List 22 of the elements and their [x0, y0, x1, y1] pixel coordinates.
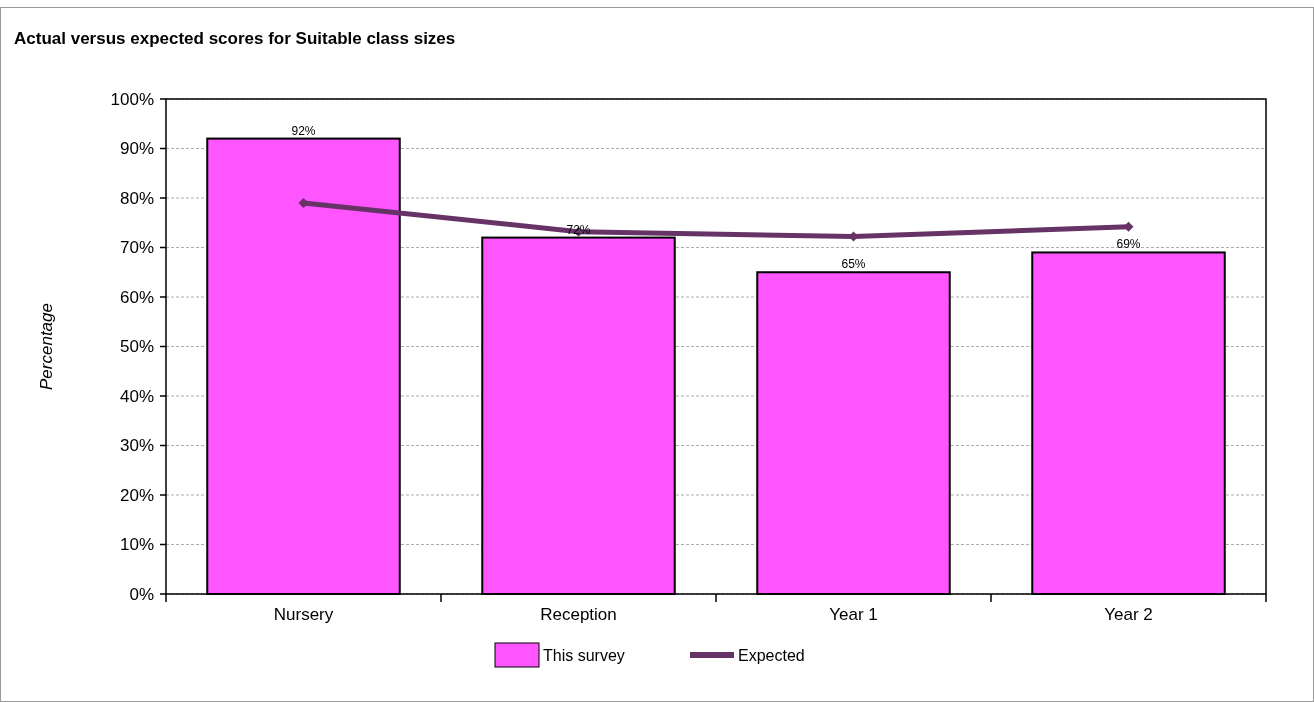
y-tick-label: 10% — [119, 535, 154, 555]
data-label: 69% — [1116, 237, 1141, 252]
legend-label: Expected — [738, 646, 805, 664]
y-tick-label: 0% — [129, 584, 154, 604]
data-label: 92% — [291, 123, 316, 138]
data-label: 65% — [841, 257, 866, 272]
y-axis-title: Percentage — [37, 303, 56, 390]
y-tick-label: 60% — [119, 287, 154, 307]
x-tick-label: Nursery — [273, 605, 334, 624]
x-tick-label: Year 2 — [1104, 605, 1153, 624]
chart-title: Actual versus expected scores for Suitable class sizes — [14, 29, 456, 48]
x-tick-label: Year 1 — [829, 605, 878, 624]
y-tick-label: 80% — [119, 188, 154, 208]
y-tick-label: 40% — [119, 386, 154, 406]
y-tick-label: 30% — [119, 436, 154, 456]
y-tick-label: 50% — [119, 337, 154, 357]
y-tick-label: 90% — [119, 139, 154, 159]
y-tick-label: 100% — [110, 89, 154, 109]
y-tick-label: 20% — [119, 485, 154, 505]
legend-label: This survey — [543, 646, 625, 664]
y-tick-label: 70% — [119, 238, 154, 258]
x-tick-label: Reception — [540, 605, 617, 624]
